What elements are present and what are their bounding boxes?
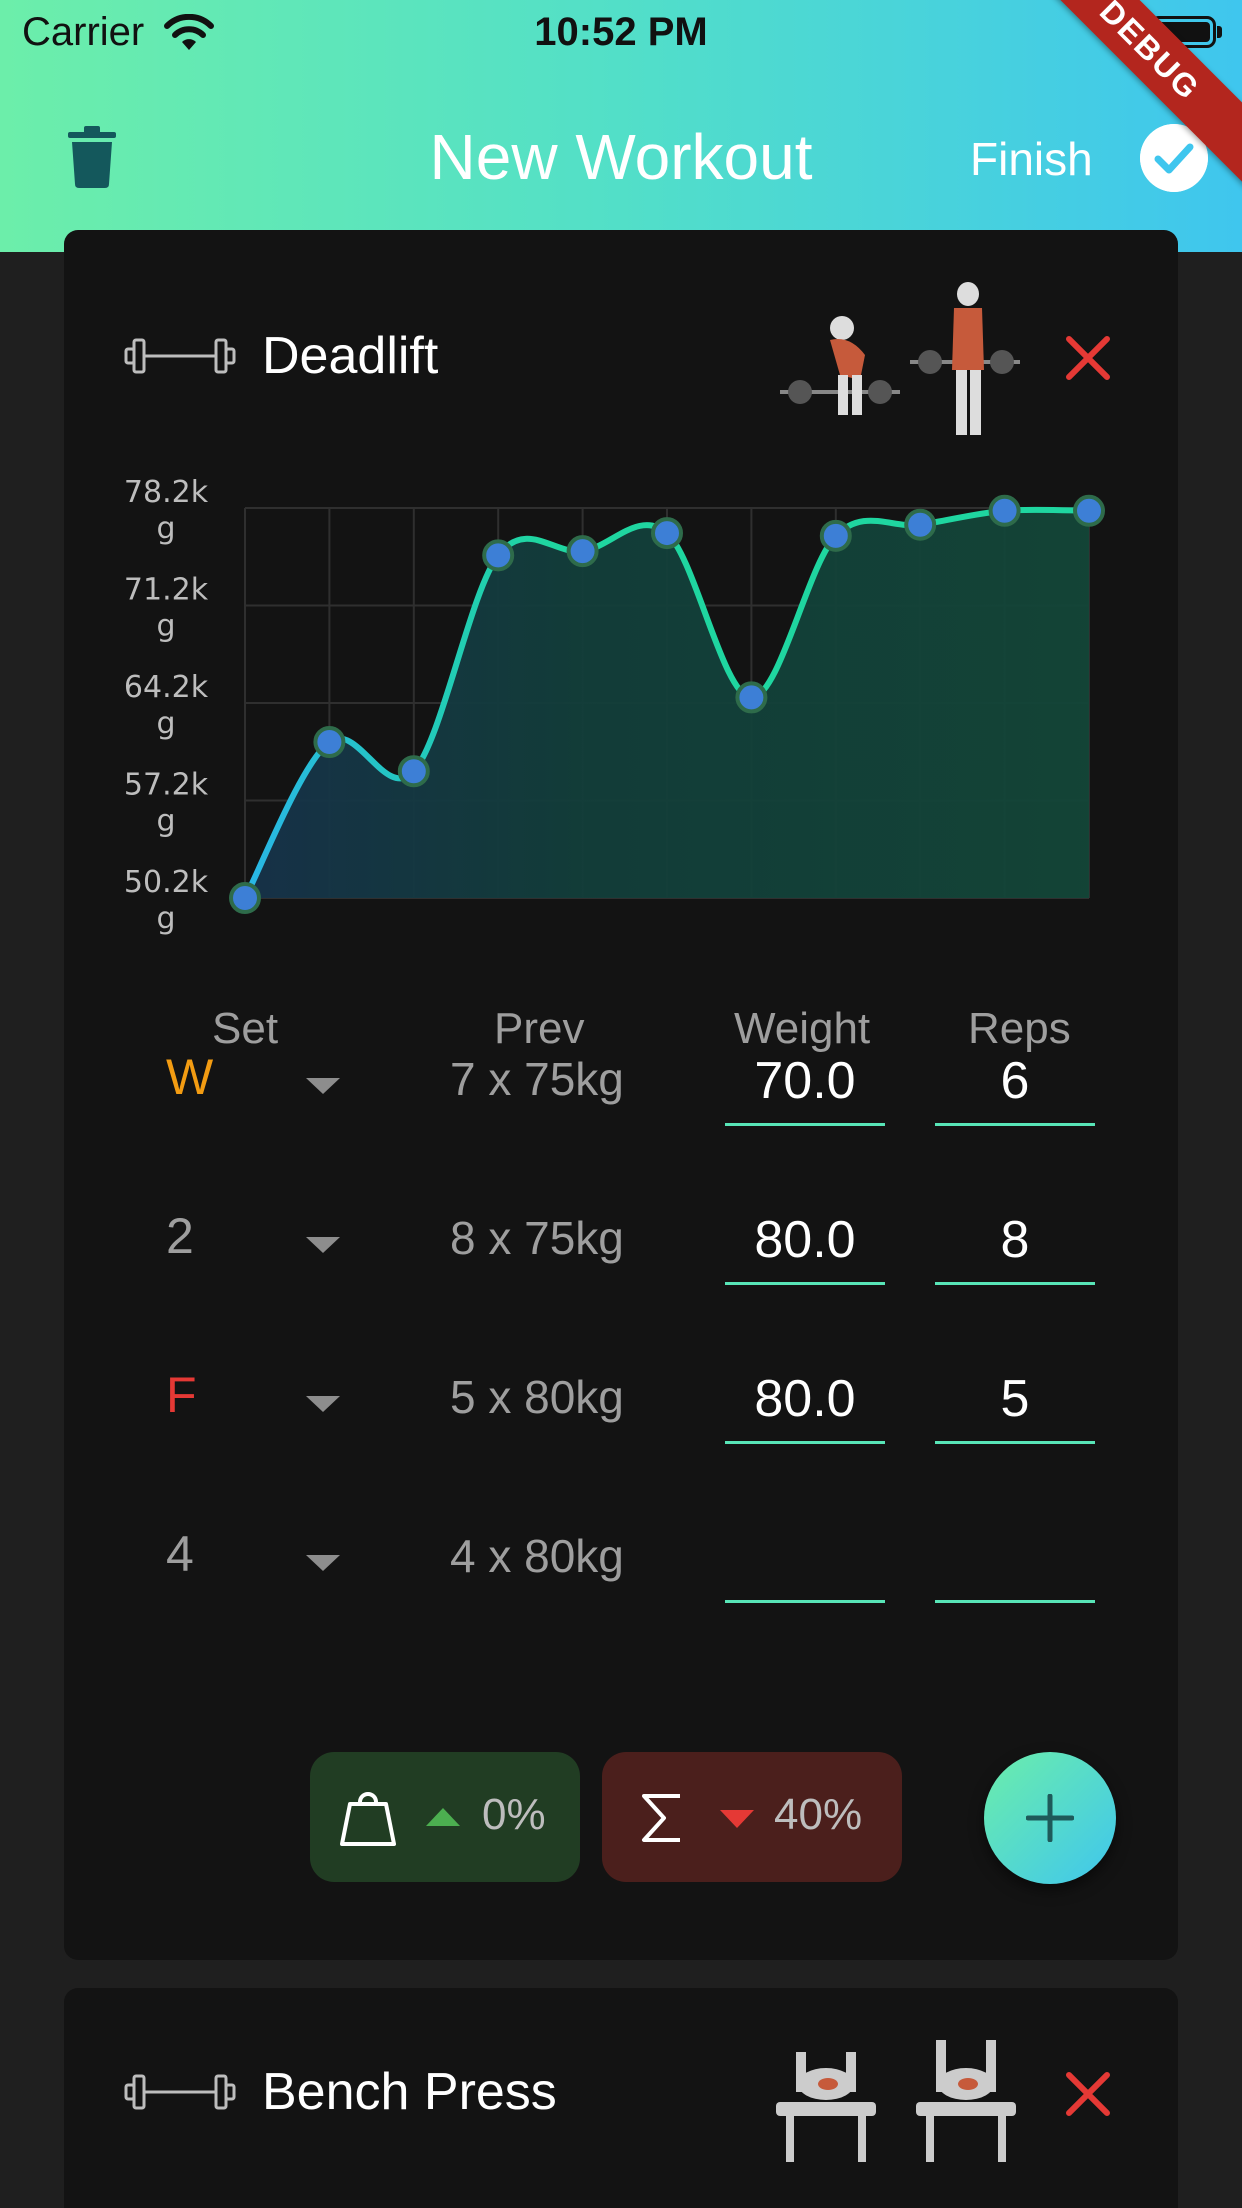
finish-button[interactable]: Finish: [970, 133, 1093, 185]
set-type-label[interactable]: 4: [166, 1526, 194, 1582]
volume-change-value: 40%: [774, 1790, 863, 1839]
barbell-icon: [124, 2074, 236, 2110]
sigma-icon: [642, 1794, 680, 1842]
check-circle-icon[interactable]: [1140, 124, 1208, 192]
column-header-weight: Weight: [734, 1004, 871, 1053]
wifi-icon: [164, 14, 214, 50]
set-type-label[interactable]: W: [166, 1049, 214, 1105]
barbell-icon: [124, 338, 236, 374]
chart-point: [988, 494, 1021, 527]
page-title: New Workout: [429, 121, 813, 193]
y-tick-label: 50.2k g: [124, 865, 209, 936]
trash-icon[interactable]: [68, 126, 116, 188]
volume-chart: 50.2k g 57.2k g 64.2k g 71.2k g 78.2k g: [124, 475, 1105, 936]
plus-icon: [1026, 1794, 1074, 1842]
column-header-set: Set: [212, 1004, 279, 1053]
y-tick-label: 57.2k g: [124, 768, 209, 839]
trend-up-icon: [426, 1808, 460, 1826]
previous-set-value: 4 x 80kg: [450, 1530, 624, 1582]
add-set-button[interactable]: [984, 1752, 1116, 1884]
chart-point: [735, 681, 768, 714]
column-header-reps: Reps: [968, 1004, 1071, 1053]
chart-point: [1073, 494, 1105, 527]
y-tick-label: 78.2k g: [124, 475, 209, 546]
weight-input[interactable]: 80.0: [725, 1364, 885, 1444]
exercise-name: Bench Press: [262, 2063, 557, 2121]
status-bar: Carrier 10:52 PM: [0, 0, 1242, 70]
set-type-dropdown-icon[interactable]: [306, 1396, 340, 1412]
close-icon[interactable]: [1064, 2070, 1112, 2118]
y-tick-label: 64.2k g: [124, 670, 209, 741]
weight-change-value: 0%: [482, 1790, 546, 1839]
deadlift-illustration: [780, 282, 1020, 435]
set-type-label[interactable]: F: [166, 1367, 197, 1423]
bench-press-illustration: [776, 2040, 1016, 2162]
close-icon[interactable]: [1064, 334, 1112, 382]
chart-point: [566, 535, 599, 568]
reps-input[interactable]: 8: [935, 1205, 1095, 1285]
set-type-dropdown-icon[interactable]: [306, 1237, 340, 1253]
reps-input[interactable]: 5: [935, 1364, 1095, 1444]
column-header-prev: Prev: [494, 1004, 585, 1053]
status-time: 10:52 PM: [534, 10, 708, 54]
previous-set-value: 5 x 80kg: [450, 1371, 624, 1423]
exercise-card-deadlift: Deadlift: [64, 230, 1178, 1960]
reps-input[interactable]: 6: [935, 1046, 1095, 1126]
chart-point: [904, 508, 937, 541]
weight-input[interactable]: 70.0: [725, 1046, 885, 1126]
set-type-dropdown-icon[interactable]: [306, 1555, 340, 1571]
weight-input[interactable]: 80.0: [725, 1205, 885, 1285]
reps-input[interactable]: [935, 1523, 1095, 1603]
set-type-label[interactable]: 2: [166, 1208, 194, 1264]
battery-tip: [1217, 26, 1222, 38]
exercise-card-bench-press: Bench Press: [64, 1988, 1178, 2208]
chart-point: [482, 539, 515, 572]
weight-icon: [340, 1792, 396, 1846]
chart-point: [397, 755, 430, 788]
chart-point: [229, 882, 261, 914]
chart-point: [819, 519, 852, 552]
y-tick-label: 71.2k g: [124, 573, 209, 644]
set-type-dropdown-icon[interactable]: [306, 1078, 340, 1094]
volume-change-chip[interactable]: 40%: [602, 1752, 902, 1882]
chart-point: [651, 517, 683, 550]
exercise-name: Deadlift: [262, 327, 439, 385]
weight-change-chip[interactable]: 0%: [310, 1752, 580, 1882]
weight-input[interactable]: [725, 1523, 885, 1603]
previous-set-value: 8 x 75kg: [450, 1212, 624, 1264]
carrier-label: Carrier: [22, 10, 145, 54]
chart-point: [313, 726, 346, 758]
chart-area: [245, 509, 1089, 898]
app-bar: Carrier 10:52 PM New Workout Finish DEBU…: [0, 0, 1242, 252]
previous-set-value: 7 x 75kg: [450, 1053, 624, 1105]
trend-down-icon: [720, 1810, 754, 1828]
